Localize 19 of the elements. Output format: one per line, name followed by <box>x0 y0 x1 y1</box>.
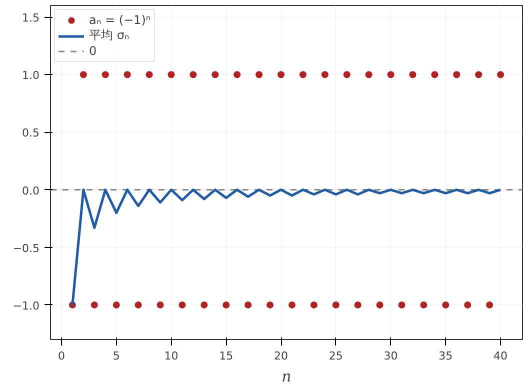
y-tick-label: 0.5 <box>22 126 40 140</box>
legend-label: aₙ = (−1)ⁿ <box>89 13 151 27</box>
x-axis-title: n <box>282 368 292 386</box>
y-tick-label: 1.5 <box>22 12 40 25</box>
x-tick-label: 35 <box>438 350 453 362</box>
x-tick-label: 30 <box>384 350 398 362</box>
x-tick-label: 10 <box>164 350 178 362</box>
legend-label: 平均 σₙ <box>89 27 130 44</box>
x-tick-label: 5 <box>112 350 120 362</box>
y-tick-label: 1.0 <box>22 69 40 82</box>
y-tick-label: 0.0 <box>22 184 40 198</box>
x-tick-label: 0 <box>58 350 65 362</box>
y-tick-label: −1.0 <box>12 299 40 312</box>
x-tick-label: 40 <box>494 350 508 362</box>
y-tick-label: −0.5 <box>12 242 40 255</box>
x-tick-label: 25 <box>328 350 343 362</box>
legend-label: 0 <box>89 44 98 58</box>
x-tick-label: 20 <box>274 350 288 362</box>
x-tick-label: 15 <box>219 350 234 362</box>
